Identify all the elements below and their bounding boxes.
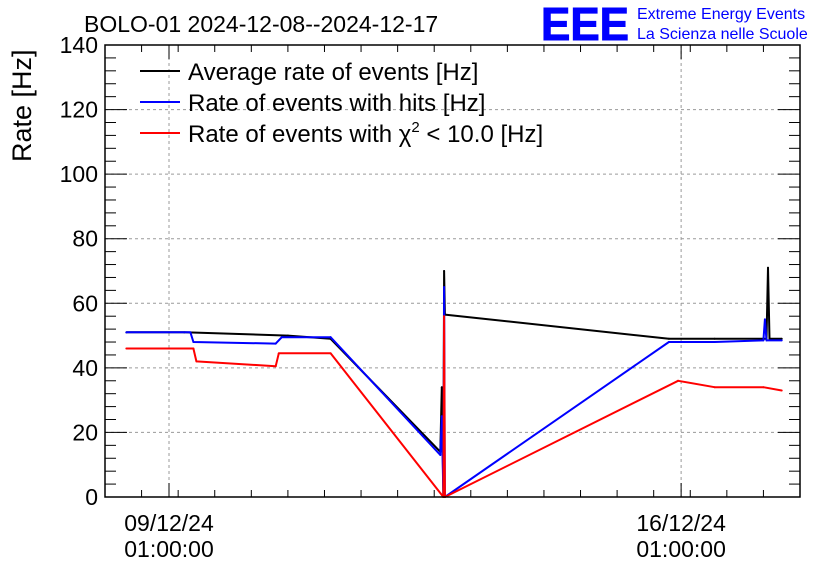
legend-label-hits: Rate of events with hits [Hz] bbox=[188, 90, 485, 117]
x-tick-label-time: 01:00:00 bbox=[636, 536, 726, 562]
series-point-0 bbox=[443, 270, 446, 272]
series-point-2 bbox=[677, 379, 680, 382]
legend-chi2-superscript: 2 bbox=[411, 119, 419, 136]
series-point-1 bbox=[440, 415, 443, 418]
series-point-0 bbox=[286, 334, 289, 337]
legend-chi2-prefix: Rate of events with bbox=[188, 121, 399, 148]
grid bbox=[105, 45, 800, 497]
plot-frame bbox=[104, 44, 801, 498]
y-tick-label: 80 bbox=[72, 226, 98, 252]
series-point-2 bbox=[329, 352, 332, 355]
series-point-0 bbox=[766, 266, 769, 269]
series-point-1 bbox=[329, 336, 332, 339]
x-tick-label-date: 09/12/24 bbox=[124, 510, 214, 536]
y-axis-label: Rate [Hz] bbox=[7, 49, 37, 162]
y-tick-label: 120 bbox=[60, 97, 98, 123]
x-tick-label-time: 01:00:00 bbox=[124, 536, 214, 562]
series-point-2 bbox=[713, 386, 716, 389]
series-point-1 bbox=[189, 331, 192, 334]
series-point-0 bbox=[780, 337, 783, 340]
series-point-1 bbox=[780, 339, 783, 342]
logo-line-1: Extreme Energy Events bbox=[637, 6, 805, 23]
series-point-1 bbox=[192, 341, 195, 344]
series-point-2 bbox=[192, 347, 195, 350]
series-point-1 bbox=[443, 286, 446, 289]
series-point-1 bbox=[762, 339, 765, 342]
series-point-2 bbox=[762, 386, 765, 389]
series-point-0 bbox=[768, 337, 771, 340]
y-tick-label: 40 bbox=[72, 355, 98, 381]
y-tick-label: 140 bbox=[60, 32, 98, 58]
logo-mark: EEE bbox=[541, 0, 629, 50]
logo-line-2: La Scienza nelle Scuole bbox=[637, 26, 808, 43]
y-tick-label: 60 bbox=[72, 290, 98, 316]
legend-label-chi2: Rate of events with χ2 < 10.0 [Hz] bbox=[188, 119, 543, 148]
series-point-0 bbox=[713, 337, 716, 340]
series-point-0 bbox=[440, 386, 443, 389]
series-point-1 bbox=[125, 331, 128, 334]
series-point-1 bbox=[763, 318, 766, 321]
eee-logo: EEE Extreme Energy Events La Scienza nel… bbox=[541, 0, 808, 51]
y-tick-label: 20 bbox=[72, 419, 98, 445]
legend: Average rate of events [Hz] Rate of even… bbox=[140, 59, 543, 148]
series-point-1 bbox=[765, 339, 768, 342]
chart-title: BOLO-01 2024-12-08--2024-12-17 bbox=[84, 11, 438, 37]
legend-chi2-symbol: χ bbox=[399, 121, 412, 148]
legend-chi2-suffix: < 10.0 [Hz] bbox=[420, 121, 543, 148]
series-point-1 bbox=[667, 341, 670, 344]
series-point-1 bbox=[439, 454, 442, 457]
series-point-2 bbox=[277, 352, 280, 355]
series-point-0 bbox=[667, 337, 670, 340]
legend-label-average: Average rate of events [Hz] bbox=[188, 59, 478, 86]
y-tick-label: 100 bbox=[60, 161, 98, 187]
series-point-2 bbox=[195, 360, 198, 363]
series-point-2 bbox=[443, 315, 446, 318]
series-point-1 bbox=[274, 342, 277, 345]
tick-labels: 02040608010012014009/12/2401:00:0016/12/… bbox=[60, 32, 726, 562]
series-point-2 bbox=[274, 365, 277, 368]
series-point-1 bbox=[713, 341, 716, 344]
y-tick-label: 0 bbox=[85, 484, 98, 510]
series-point-1 bbox=[280, 336, 283, 339]
x-tick-label-date: 16/12/24 bbox=[636, 510, 726, 536]
axes bbox=[104, 44, 801, 498]
series-point-2 bbox=[780, 389, 783, 392]
series-point-2 bbox=[125, 347, 128, 350]
series-point-0 bbox=[238, 332, 241, 335]
